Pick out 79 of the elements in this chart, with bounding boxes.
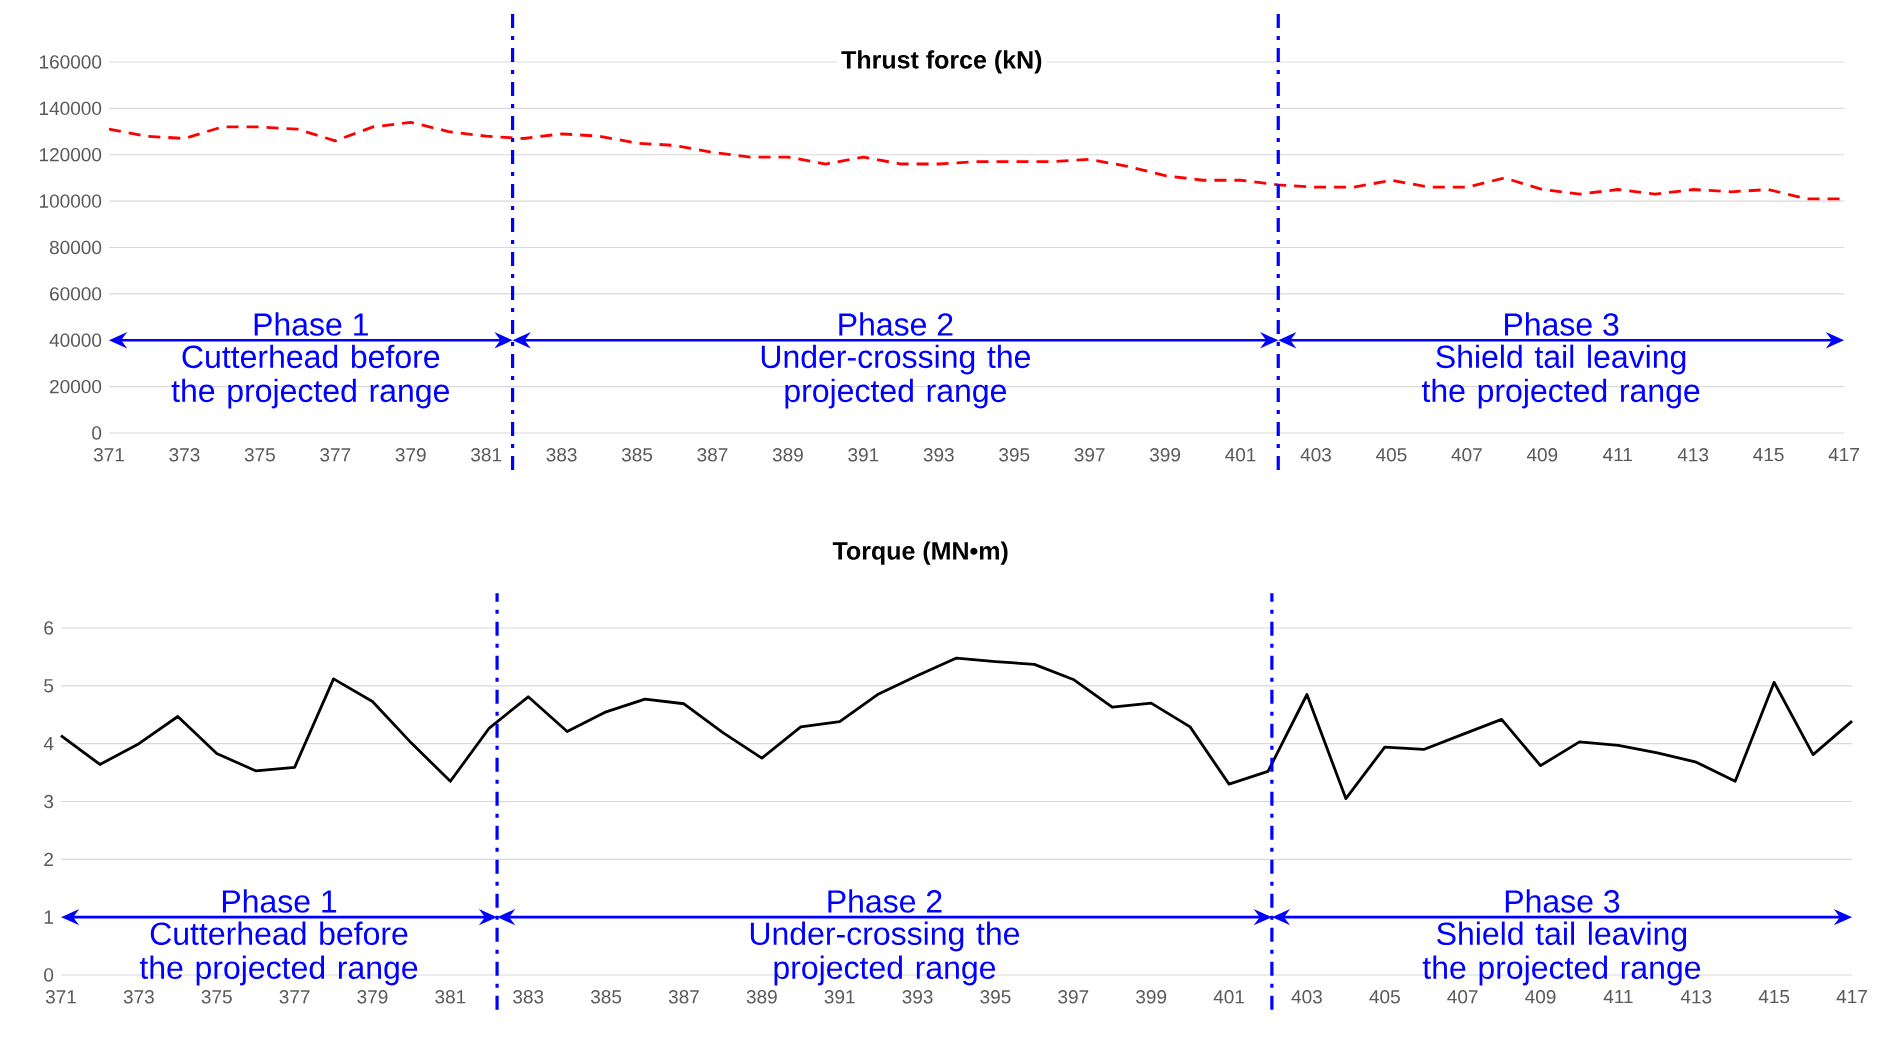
x-tick-label: 417 bbox=[1828, 448, 1859, 462]
y-tick-label: 0 bbox=[92, 426, 102, 440]
annotation: Under-crossing the projected range bbox=[761, 344, 1030, 409]
x-tick-label: 375 bbox=[244, 448, 275, 462]
x-tick-label: 387 bbox=[697, 448, 728, 462]
chart-title: Thrust force (kN) bbox=[841, 50, 1042, 74]
x-tick-label: 391 bbox=[848, 448, 879, 462]
x-tick-label: 403 bbox=[1300, 448, 1331, 462]
y-tick-label: 100000 bbox=[39, 194, 102, 208]
x-tick-label: 393 bbox=[923, 448, 954, 462]
x-tick-label: 377 bbox=[320, 448, 351, 462]
x-tick-label: 407 bbox=[1447, 990, 1478, 1004]
x-tick-label: 411 bbox=[1603, 448, 1632, 462]
x-tick-label: 415 bbox=[1758, 990, 1790, 1004]
y-tick-label: 1 bbox=[44, 910, 53, 924]
x-tick-label: 397 bbox=[1058, 990, 1089, 1004]
x-tick-label: 387 bbox=[668, 990, 699, 1004]
x-tick-label: 377 bbox=[279, 990, 310, 1004]
x-tick-label: 381 bbox=[471, 448, 502, 462]
annotation: Phase 3 bbox=[1505, 889, 1620, 913]
x-tick-label: 381 bbox=[435, 990, 466, 1004]
annotation: Phase 1 bbox=[254, 312, 368, 336]
annotation: Cutterhead before the projected range bbox=[139, 921, 418, 986]
x-tick-label: 385 bbox=[590, 990, 622, 1004]
x-tick-label: 379 bbox=[395, 448, 426, 462]
chart-title: Torque (MN•m) bbox=[832, 541, 1008, 565]
x-tick-label: 401 bbox=[1225, 448, 1256, 462]
x-tick-label: 405 bbox=[1369, 990, 1400, 1004]
x-tick-label: 397 bbox=[1074, 448, 1105, 462]
y-tick-label: 5 bbox=[44, 679, 54, 693]
y-tick-label: 140000 bbox=[39, 101, 102, 116]
x-tick-label: 409 bbox=[1525, 990, 1556, 1004]
annotation: Shield tail leaving the projected range bbox=[1421, 344, 1700, 409]
x-tick-label: 409 bbox=[1526, 448, 1558, 462]
y-tick-label: 4 bbox=[43, 737, 54, 751]
x-tick-label: 403 bbox=[1291, 990, 1322, 1004]
x-tick-label: 413 bbox=[1677, 448, 1709, 462]
x-tick-label: 405 bbox=[1375, 448, 1407, 462]
annotation: Cutterhead before the projected range bbox=[171, 344, 449, 409]
x-tick-label: 383 bbox=[546, 448, 577, 462]
x-tick-label: 371 bbox=[45, 990, 76, 1004]
y-tick-label: 40000 bbox=[49, 333, 102, 347]
annotation: Phase 2 bbox=[828, 889, 942, 913]
x-tick-label: 385 bbox=[621, 448, 653, 462]
x-tick-label: 379 bbox=[357, 990, 388, 1004]
x-tick-label: 391 bbox=[824, 990, 855, 1004]
x-tick-label: 417 bbox=[1836, 990, 1867, 1004]
annotation: Phase 3 bbox=[1505, 312, 1619, 336]
x-tick-label: 395 bbox=[980, 990, 1011, 1004]
x-tick-label: 383 bbox=[513, 990, 544, 1004]
x-tick-label: 375 bbox=[201, 990, 232, 1004]
line-series bbox=[59, 656, 1854, 800]
x-tick-label: 415 bbox=[1753, 448, 1784, 462]
y-tick-label: 3 bbox=[44, 794, 54, 809]
x-tick-label: 399 bbox=[1149, 448, 1181, 462]
x-tick-label: 389 bbox=[746, 990, 777, 1004]
x-tick-label: 393 bbox=[902, 990, 933, 1004]
x-tick-label: 411 bbox=[1603, 990, 1633, 1004]
x-tick-label: 373 bbox=[123, 990, 154, 1004]
y-tick-label: 120000 bbox=[39, 148, 102, 162]
y-tick-label: 60000 bbox=[50, 287, 102, 301]
y-tick-label: 20000 bbox=[50, 379, 102, 394]
x-tick-label: 413 bbox=[1680, 990, 1712, 1004]
y-tick-label: 0 bbox=[44, 968, 54, 982]
x-tick-label: 407 bbox=[1451, 448, 1482, 462]
x-tick-label: 401 bbox=[1213, 990, 1244, 1004]
y-tick-label: 6 bbox=[44, 621, 54, 635]
x-tick-label: 371 bbox=[93, 448, 124, 462]
y-tick-label: 80000 bbox=[49, 240, 102, 255]
x-tick-label: 399 bbox=[1136, 990, 1167, 1004]
y-tick-label: 2 bbox=[44, 852, 53, 866]
x-tick-label: 395 bbox=[999, 448, 1030, 462]
annotation: Phase 1 bbox=[222, 889, 337, 913]
annotation: Phase 2 bbox=[839, 312, 953, 336]
x-tick-label: 389 bbox=[772, 448, 803, 462]
annotation: Under-crossing the projected range bbox=[750, 921, 1020, 986]
y-tick-label: 160000 bbox=[39, 55, 102, 69]
annotation: Shield tail leaving the projected range bbox=[1422, 921, 1701, 986]
x-tick-label: 373 bbox=[169, 448, 200, 462]
